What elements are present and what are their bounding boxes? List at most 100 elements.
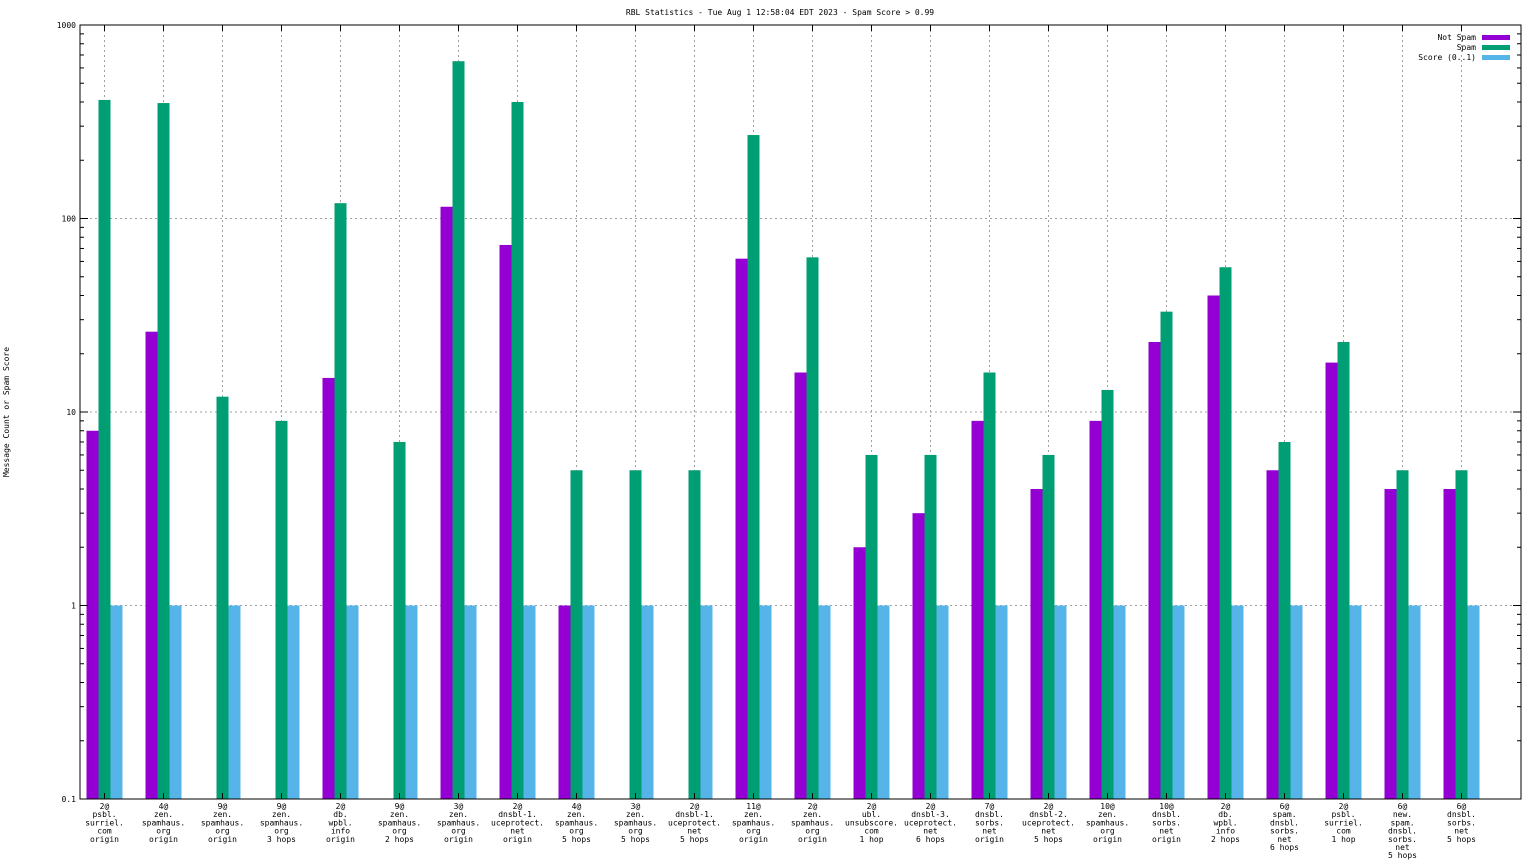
bar-score — [1290, 605, 1303, 799]
x-tick-label-line: net — [1041, 827, 1056, 836]
x-tick-label-line: dnsbl-1. — [498, 810, 537, 819]
x-tick-label-line: spamhaus. — [555, 818, 598, 827]
bar-spam — [1455, 470, 1468, 799]
x-tick-label-line: psbl. — [1331, 810, 1355, 819]
x-tick-label-line: 2@ — [690, 802, 700, 811]
x-tick-label-line: dnsbl. — [975, 810, 1004, 819]
x-tick-label-line: spamhaus. — [260, 818, 303, 827]
bar-score — [1113, 605, 1126, 799]
x-tick-label-line: 2@ — [1044, 802, 1054, 811]
x-tick-label-line: 7@ — [985, 802, 995, 811]
bar-not-spam — [1030, 489, 1043, 799]
x-tick-label-line: dnsbl-2. — [1029, 810, 1068, 819]
bar-not-spam — [853, 547, 866, 799]
bar-score — [464, 605, 477, 799]
x-tick-label-line: sorbs. — [975, 818, 1004, 827]
x-tick-label-line: net — [687, 827, 702, 836]
x-tick-label: 4@ zen. spamhaus. org origin — [142, 802, 185, 844]
x-tick-label-line: origin — [208, 835, 237, 844]
x-tick-label-line: spamhaus. — [791, 818, 834, 827]
bar-spam — [806, 257, 819, 799]
x-tick-label-line: 2@ — [1339, 802, 1349, 811]
x-tick-label-line: spamhaus. — [1086, 818, 1129, 827]
x-tick-label-line: net — [1277, 835, 1292, 844]
x-tick-label-line: 5 hops — [562, 835, 591, 844]
bar-spam — [1042, 454, 1055, 799]
x-tick-label-line: 5 hops — [680, 835, 709, 844]
bar-spam — [865, 454, 878, 799]
x-tick-label: 2@ dnsbl-3. uceprotect. net 6 hops — [904, 802, 957, 844]
x-tick-label: 6@ spam. dnsbl. sorbs. net 6 hops — [1270, 802, 1299, 852]
y-tick-label: 1 — [71, 602, 76, 611]
bars — [86, 61, 1480, 800]
bar-spam — [1396, 470, 1409, 799]
x-tick-label: 2@ db. wpbl. info 2 hops — [1211, 802, 1240, 844]
y-tick-label: 10 — [66, 408, 76, 417]
x-tick-label-line: net — [923, 827, 938, 836]
x-tick-label-line: psbl. — [92, 810, 116, 819]
bar-spam — [983, 372, 996, 799]
x-tick-label-line: 2@ — [926, 802, 936, 811]
bar-score — [523, 605, 536, 799]
axis-ticks — [80, 24, 1521, 800]
x-tick-label-line: org — [805, 827, 820, 836]
x-tick-label-line: origin — [326, 835, 355, 844]
x-tick-label-line: org — [451, 827, 466, 836]
x-tick-label-line: org — [392, 827, 407, 836]
bar-spam — [275, 420, 288, 799]
bar-score — [818, 605, 831, 799]
x-tick-label-line: org — [746, 827, 761, 836]
x-tick-label-line: uceprotect. — [668, 818, 721, 827]
chart-title: RBL Statistics - Tue Aug 1 12:58:04 EDT … — [626, 8, 934, 17]
x-tick-label-line: 2@ — [100, 802, 110, 811]
x-tick-label-line: zen. — [626, 810, 645, 819]
x-tick-label-line: origin — [1093, 835, 1122, 844]
x-tick-label-line: 2@ — [513, 802, 523, 811]
bar-not-spam — [735, 258, 748, 799]
x-tick-label-line: 5 hops — [1034, 835, 1063, 844]
x-tick-label-line: spam. — [1390, 818, 1414, 827]
x-tick-label: 2@ psbl. surriel. com origin — [85, 802, 124, 844]
bar-not-spam — [1384, 489, 1397, 799]
x-tick-label: 2@ dnsbl-1. uceprotect. net 5 hops — [668, 802, 721, 844]
x-tick-label-line: zen. — [390, 810, 409, 819]
bar-spam — [216, 396, 229, 799]
bar-score — [1172, 605, 1185, 799]
x-tick-label-line: net — [1159, 827, 1174, 836]
y-tick-label: 1000 — [57, 21, 76, 30]
bar-spam — [452, 61, 465, 799]
x-tick-label: 9@ zen. spamhaus. org 2 hops — [378, 802, 421, 844]
bar-spam — [157, 103, 170, 799]
x-tick-label-line: dnsbl. — [1152, 810, 1181, 819]
x-tick-label-line: org — [569, 827, 584, 836]
bar-not-spam — [86, 430, 99, 799]
x-tick-label-line: 2 hops — [385, 835, 414, 844]
x-tick-label-line: zen. — [272, 810, 291, 819]
bar-not-spam — [1266, 470, 1279, 799]
x-tick-label-line: 3@ — [454, 802, 464, 811]
x-tick-label-line: org — [274, 827, 289, 836]
x-tick-label: 3@ zen. spamhaus. org 5 hops — [614, 802, 657, 844]
x-tick-label: 2@ psbl. surriel. com 1 hop — [1324, 802, 1363, 844]
bar-score — [1231, 605, 1244, 799]
bar-score — [759, 605, 772, 799]
x-tick-label-line: net — [1395, 843, 1410, 852]
x-tick-label-line: org — [215, 827, 230, 836]
x-tick-label-line: wpbl. — [328, 818, 352, 827]
bar-not-spam — [1325, 362, 1338, 799]
bar-score — [641, 605, 654, 799]
legend-swatch — [1482, 55, 1510, 60]
x-tick-label: 6@ dnsbl. sorbs. net 5 hops — [1447, 802, 1476, 844]
x-tick-label-line: 2@ — [808, 802, 818, 811]
x-tick-label-line: zen. — [213, 810, 232, 819]
x-tick-label-line: origin — [798, 835, 827, 844]
x-tick-label-line: com — [1336, 827, 1351, 836]
x-tick-label-line: org — [1100, 827, 1115, 836]
legend-swatch — [1482, 45, 1510, 50]
bar-score — [936, 605, 949, 799]
x-tick-label-line: spamhaus. — [437, 818, 480, 827]
bar-spam — [511, 102, 524, 799]
bar-not-spam — [440, 206, 453, 799]
